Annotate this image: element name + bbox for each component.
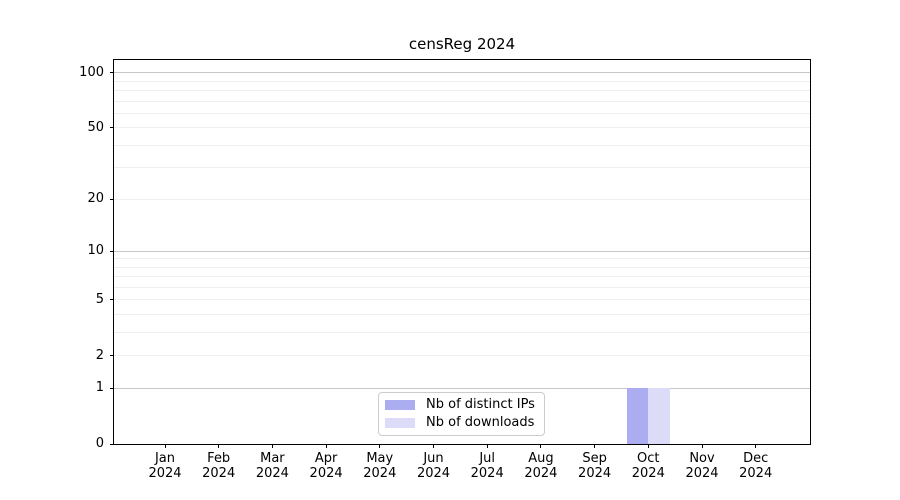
legend-label-distinct-ips: Nb of distinct IPs: [426, 397, 535, 412]
gridline-minor: [114, 299, 810, 301]
x-tick-mark: [540, 444, 542, 448]
gridline-minor: [114, 80, 810, 82]
x-tick-year: 2024: [631, 466, 665, 481]
gridline-minor: [114, 127, 810, 129]
x-tick-year: 2024: [470, 466, 504, 481]
y-tick-mark: [110, 443, 114, 445]
x-tick-year: 2024: [309, 466, 343, 481]
x-tick-year: 2024: [148, 466, 182, 481]
gridline-minor: [114, 258, 810, 260]
y-tick-label: 5: [95, 291, 104, 307]
x-tick-label: May 2024: [340, 451, 420, 481]
x-tick-label: Aug 2024: [501, 451, 581, 481]
gridline-major: [114, 250, 810, 252]
gridline-minor: [114, 266, 810, 268]
x-tick-mark: [647, 444, 649, 448]
x-tick-mark: [755, 444, 757, 448]
y-tick-label: 10: [87, 243, 104, 259]
x-tick-label: Jun 2024: [394, 451, 474, 481]
gridline-minor: [114, 355, 810, 357]
y-tick-mark: [110, 72, 114, 74]
legend-label-downloads: Nb of downloads: [426, 415, 535, 430]
x-tick-label: Feb 2024: [179, 451, 259, 481]
gridline-minor: [114, 100, 810, 102]
y-tick-label: 100: [79, 64, 104, 80]
x-tick-month: Oct: [637, 451, 660, 466]
x-tick-month: Dec: [743, 451, 769, 466]
x-tick-label: Apr 2024: [286, 451, 366, 481]
legend: Nb of distinct IPs Nb of downloads: [378, 392, 545, 436]
y-tick-label: 20: [87, 191, 104, 207]
x-tick-mark: [218, 444, 220, 448]
x-tick-month: Mar: [260, 451, 285, 466]
legend-item-downloads: Nb of downloads: [385, 415, 538, 431]
x-tick-label: Jul 2024: [447, 451, 527, 481]
x-tick-mark: [486, 444, 488, 448]
gridline-major: [114, 387, 810, 389]
x-tick-month: Feb: [207, 451, 231, 466]
gridline-minor: [114, 144, 810, 146]
gridline-minor: [114, 276, 810, 278]
chart-title: censReg 2024: [408, 35, 516, 53]
x-tick-label: Jan 2024: [125, 451, 205, 481]
x-tick-mark: [164, 444, 166, 448]
x-tick-year: 2024: [524, 466, 558, 481]
x-tick-year: 2024: [739, 466, 773, 481]
legend-item-distinct-ips: Nb of distinct IPs: [385, 397, 538, 413]
x-tick-mark: [325, 444, 327, 448]
legend-swatch-downloads: [385, 418, 415, 428]
x-tick-month: Jan: [154, 451, 176, 466]
x-tick-label: Dec 2024: [716, 451, 796, 481]
x-tick-month: Nov: [689, 451, 715, 466]
y-tick-mark: [110, 250, 114, 252]
gridline-minor: [114, 198, 810, 200]
x-tick-year: 2024: [202, 466, 236, 481]
y-tick-label: 1: [95, 380, 104, 396]
x-tick-month: Apr: [314, 451, 338, 466]
x-tick-year: 2024: [255, 466, 289, 481]
bar: [648, 388, 670, 444]
y-tick-label: 2: [95, 347, 104, 363]
gridline-minor: [114, 332, 810, 334]
x-tick-label: Mar 2024: [232, 451, 312, 481]
x-tick-mark: [271, 444, 273, 448]
gridline-minor: [114, 90, 810, 92]
x-tick-label: Nov 2024: [662, 451, 742, 481]
x-tick-year: 2024: [578, 466, 612, 481]
x-tick-year: 2024: [363, 466, 397, 481]
y-tick-mark: [110, 299, 114, 301]
gridline-minor: [114, 287, 810, 289]
y-tick-label: 0: [95, 436, 104, 451]
x-tick-month: Jun: [423, 451, 444, 466]
gridline-major: [114, 72, 810, 74]
y-tick-mark: [110, 355, 114, 357]
x-tick-month: Jul: [479, 451, 496, 466]
x-tick-month: Sep: [582, 451, 607, 466]
x-tick-month: May: [366, 451, 394, 466]
gridline-minor: [114, 167, 810, 169]
y-tick-mark: [110, 198, 114, 200]
x-tick-year: 2024: [416, 466, 451, 481]
x-tick-label: Oct 2024: [608, 451, 688, 481]
y-tick-label: 50: [87, 119, 104, 135]
legend-swatch-distinct-ips: [385, 400, 415, 410]
x-tick-mark: [379, 444, 381, 448]
x-tick-label: Sep 2024: [555, 451, 635, 481]
gridline-minor: [114, 314, 810, 316]
bar: [627, 388, 649, 444]
x-tick-mark: [701, 444, 703, 448]
y-tick-mark: [110, 387, 114, 389]
x-tick-mark: [433, 444, 434, 448]
x-tick-mark: [594, 444, 596, 448]
x-tick-month: Aug: [528, 451, 554, 466]
gridline-minor: [114, 112, 810, 114]
x-tick-year: 2024: [685, 466, 719, 481]
y-tick-mark: [110, 127, 114, 129]
